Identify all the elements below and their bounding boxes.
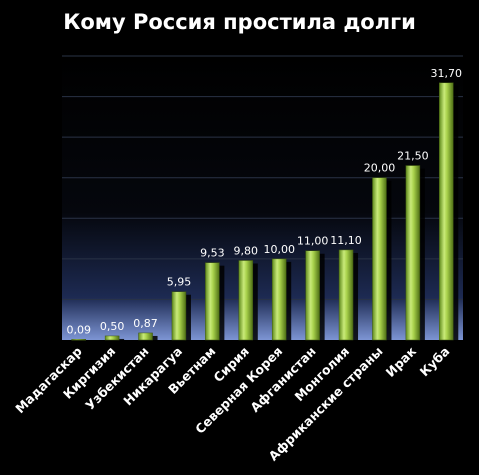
bar — [305, 250, 320, 341]
chart-title: Кому Россия простила долги — [63, 10, 416, 34]
bar — [372, 177, 387, 341]
plot-area — [62, 56, 463, 340]
category-label: Ирак — [383, 343, 420, 380]
value-label: 11,00 — [297, 235, 329, 248]
bar — [138, 332, 153, 341]
bar — [71, 339, 86, 341]
value-label: 21,50 — [397, 150, 429, 163]
value-label: 0,87 — [133, 317, 158, 330]
category-label: Куба — [417, 344, 453, 380]
bar — [171, 291, 187, 341]
bar — [271, 258, 287, 341]
value-label: 0,50 — [100, 320, 125, 333]
grid-lines — [62, 55, 463, 300]
bars — [71, 82, 459, 341]
bar — [439, 82, 454, 341]
value-label: 0,09 — [66, 323, 91, 336]
value-label: 9,80 — [234, 244, 259, 257]
value-label: 5,95 — [167, 276, 192, 289]
value-label: 10,00 — [263, 243, 295, 256]
value-label: 20,00 — [364, 162, 396, 175]
bar — [205, 262, 220, 341]
bar — [238, 260, 254, 341]
value-label: 11,10 — [330, 234, 362, 247]
bar — [405, 165, 421, 341]
category-labels: МадагаскарКиргизияУзбекистанНикарагуаВье… — [12, 343, 452, 463]
value-label: 9,53 — [200, 247, 225, 260]
value-label: 31,70 — [431, 67, 463, 80]
bar — [104, 335, 120, 341]
bar — [338, 249, 354, 341]
